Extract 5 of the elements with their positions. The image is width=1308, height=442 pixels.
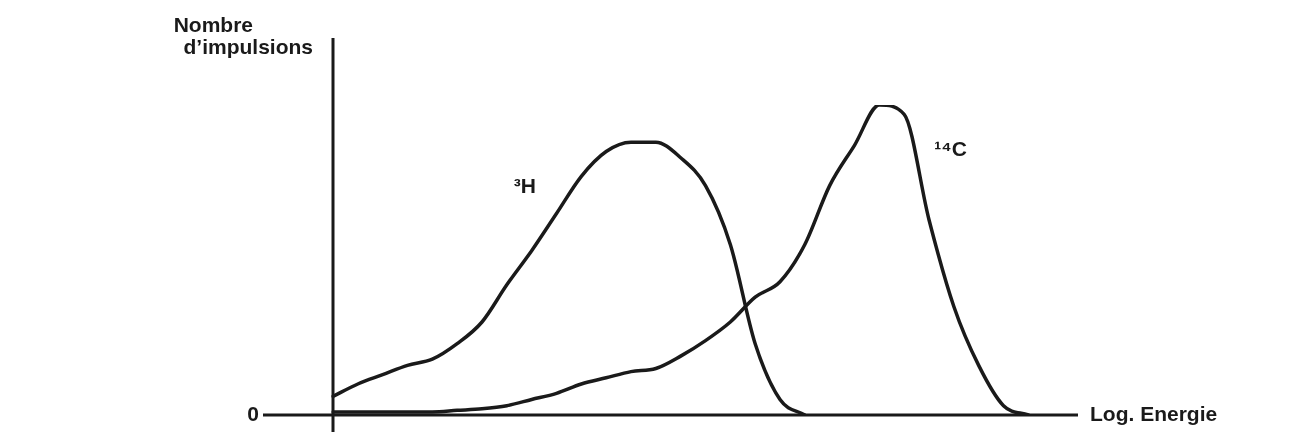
y-axis-title: Nombre d’impulsions (173, 12, 313, 58)
series-label: ³H (513, 174, 536, 197)
x-axis-title: Log. Energie (1090, 401, 1218, 425)
text: 0 (247, 401, 259, 425)
series-label: ¹⁴C (934, 136, 967, 160)
